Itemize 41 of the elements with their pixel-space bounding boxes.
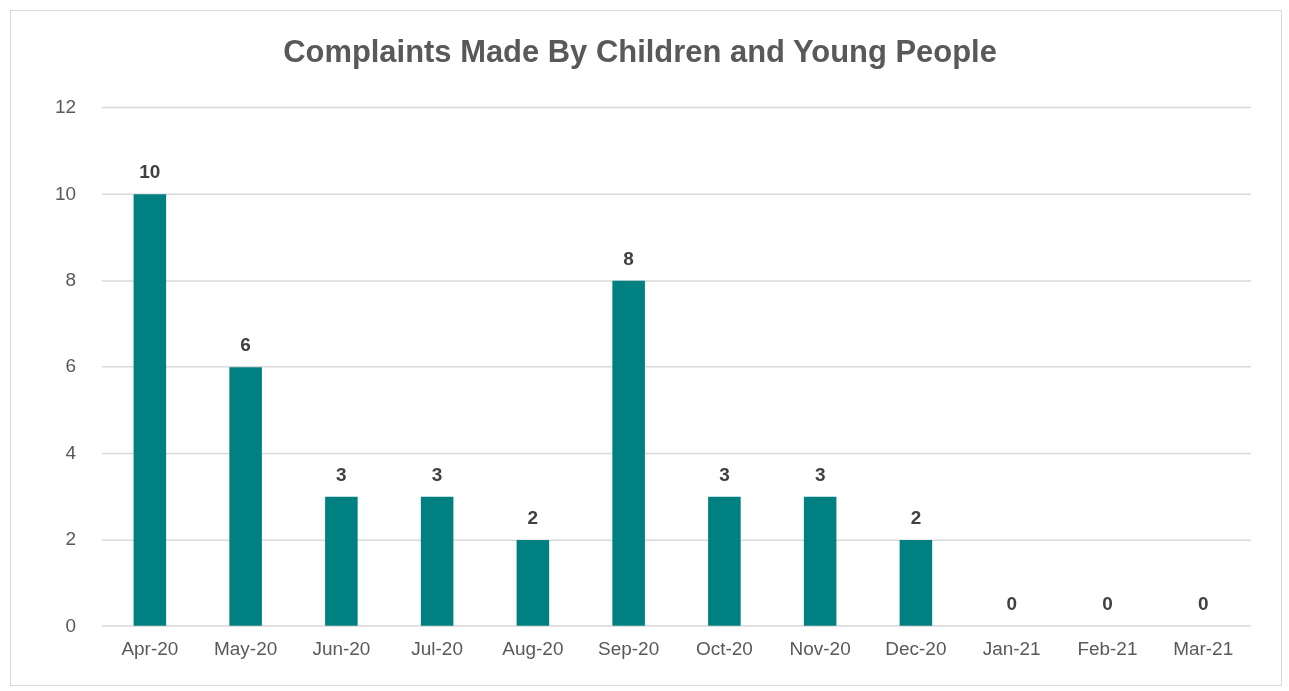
bar bbox=[229, 367, 262, 626]
data-label: 2 bbox=[910, 506, 922, 528]
x-tick-label: May-20 bbox=[214, 637, 278, 659]
y-tick-label: 6 bbox=[65, 355, 77, 377]
y-tick-label: 10 bbox=[54, 182, 77, 204]
x-tick-label: Sep-20 bbox=[598, 637, 660, 659]
x-tick-label: Mar-21 bbox=[1173, 637, 1234, 659]
bar bbox=[708, 496, 741, 626]
data-label: 8 bbox=[623, 247, 634, 269]
x-tick-label: Dec-20 bbox=[885, 637, 947, 659]
data-label: 3 bbox=[431, 463, 443, 485]
x-tick-label: Jul-20 bbox=[411, 637, 463, 659]
x-tick-label: Feb-21 bbox=[1077, 637, 1138, 659]
data-label: 3 bbox=[336, 463, 347, 485]
data-label: 3 bbox=[719, 463, 730, 485]
data-label: 0 bbox=[1197, 593, 1209, 615]
y-tick-label: 12 bbox=[54, 96, 77, 118]
bar bbox=[133, 194, 167, 626]
y-tick-label: 2 bbox=[65, 528, 77, 550]
x-tick-label: Nov-20 bbox=[789, 637, 851, 659]
x-tick-label: Apr-20 bbox=[121, 637, 179, 659]
y-tick-label: 0 bbox=[65, 614, 77, 636]
data-label: 0 bbox=[1102, 593, 1113, 615]
bar bbox=[612, 280, 645, 626]
x-tick-label: Jun-20 bbox=[312, 637, 371, 659]
bar bbox=[803, 496, 837, 626]
bar bbox=[899, 539, 933, 626]
data-label: 6 bbox=[240, 333, 251, 355]
data-label: 2 bbox=[527, 506, 539, 528]
bar bbox=[516, 539, 550, 626]
data-label: 3 bbox=[814, 463, 826, 485]
chart-title: Complaints Made By Children and Young People bbox=[283, 34, 997, 69]
bar bbox=[325, 496, 358, 626]
x-tick-label: Jan-21 bbox=[982, 637, 1041, 659]
bar bbox=[420, 496, 454, 626]
y-tick-label: 8 bbox=[65, 268, 77, 290]
data-label: 0 bbox=[1006, 593, 1017, 615]
x-tick-label: Aug-20 bbox=[502, 637, 564, 659]
x-tick-label: Oct-20 bbox=[695, 637, 753, 659]
y-tick-label: 4 bbox=[65, 441, 77, 463]
data-label: 10 bbox=[139, 161, 161, 183]
